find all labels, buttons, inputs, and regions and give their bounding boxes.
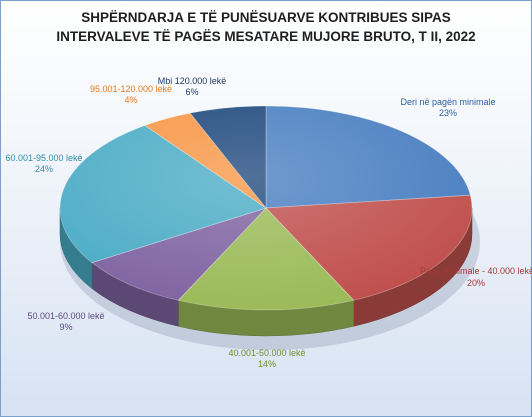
slice-label-2-name: 40.001-50.000 lekë bbox=[228, 348, 306, 358]
slice-label-3: 50.001-60.000 lekë 9% bbox=[16, 311, 116, 333]
slice-label-6: Mbi 120.000 lekë 6% bbox=[146, 76, 238, 98]
slice-label-5-pct: 4% bbox=[124, 95, 138, 105]
slice-label-0-pct: 23% bbox=[438, 108, 457, 118]
slice-label-0-name: Deri në pagën minimale bbox=[400, 97, 496, 107]
chart-title-line-1: SHPËRNDARJA E TË PUNËSUARVE KONTRIBUES S… bbox=[81, 10, 451, 25]
slice-label-6-pct: 6% bbox=[185, 87, 199, 97]
slice-label-3-name: 50.001-60.000 lekë bbox=[27, 311, 105, 321]
slice-label-4-name: 60.001-95.000 lekë bbox=[5, 153, 83, 163]
slice-label-1-pct: 20% bbox=[466, 278, 485, 288]
slice-label-5-name: 95.001-120.000 lekë bbox=[89, 84, 173, 94]
slice-label-2: 40.001-50.000 lekë 14% bbox=[212, 348, 322, 370]
slice-label-3-pct: 9% bbox=[59, 322, 73, 332]
slice-label-1-name: Paga minimale - 40.000 lekë bbox=[420, 266, 532, 276]
slice-label-0: Deri në pagën minimale 23% bbox=[388, 97, 508, 119]
slice-label-2-pct: 14% bbox=[257, 359, 276, 369]
chart-title-line-2: INTERVALEVE TË PAGËS MESATARE MUJORE BRU… bbox=[56, 29, 476, 44]
pie-gloss bbox=[60, 106, 472, 310]
slice-label-1: Paga minimale - 40.000 lekë 20% bbox=[420, 265, 532, 289]
slice-label-5: 95.001-120.000 lekë 4% bbox=[82, 84, 180, 106]
slice-label-4: 60.001-95.000 lekë 24% bbox=[0, 153, 88, 175]
slice-label-6-name: Mbi 120.000 lekë bbox=[157, 76, 227, 86]
slice-label-4-pct: 24% bbox=[34, 164, 53, 174]
chart-title: SHPËRNDARJA E TË PUNËSUARVE KONTRIBUES S… bbox=[0, 8, 532, 46]
